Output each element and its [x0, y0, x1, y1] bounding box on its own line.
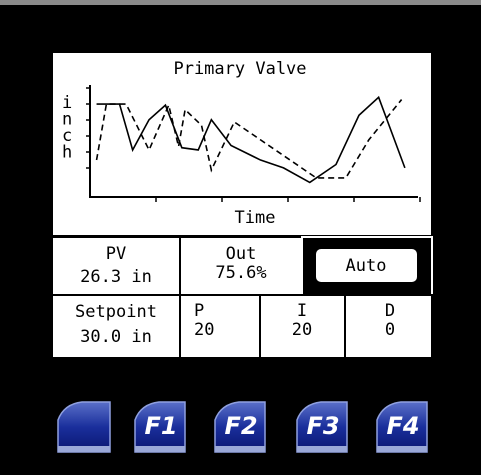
trend-line — [95, 99, 403, 179]
d-label: D — [385, 301, 395, 321]
d-value: 0 — [385, 320, 395, 340]
function-key[interactable]: F1 — [134, 401, 186, 453]
p-cell — [179, 294, 261, 359]
p-label: P — [194, 301, 204, 321]
out-label: Out — [226, 244, 257, 264]
function-keys: F1 F2 F3 F4 — [134, 401, 428, 453]
p-value: 20 — [194, 320, 214, 340]
out-value: 75.6% — [215, 263, 266, 283]
key-face — [296, 401, 348, 453]
i-value: 20 — [292, 320, 312, 340]
pv-label: PV — [106, 244, 126, 264]
setpoint-cell — [51, 294, 181, 359]
x-axis-label: Time — [235, 208, 276, 228]
key-label: F2 — [224, 412, 257, 440]
key-shine — [377, 446, 427, 452]
menu-key[interactable] — [57, 401, 111, 453]
i-cell — [259, 294, 346, 359]
mode-text: Auto — [346, 256, 387, 276]
function-key[interactable]: F2 — [214, 401, 266, 453]
key-face — [134, 401, 186, 453]
setpoint-value: 30.0 in — [80, 327, 152, 347]
mode-button[interactable] — [314, 247, 419, 284]
key-face — [214, 401, 266, 453]
key-label: F3 — [306, 412, 339, 440]
pv-value: 26.3 in — [80, 267, 152, 287]
function-key[interactable]: F3 — [296, 401, 348, 453]
pv-cell — [51, 236, 181, 296]
top-edge — [0, 0, 481, 5]
key-shine — [135, 446, 185, 452]
plot — [86, 87, 421, 202]
chart-title: Primary Valve — [173, 59, 306, 79]
key-label: F4 — [386, 412, 419, 440]
key-shine — [297, 446, 347, 452]
i-label: I — [297, 301, 307, 321]
key-shine — [215, 446, 265, 452]
key-face — [376, 401, 428, 453]
d-cell — [344, 294, 433, 359]
trend-frame — [51, 51, 433, 237]
setpoint-label: Setpoint — [75, 302, 157, 322]
function-key[interactable]: F4 — [376, 401, 428, 453]
key-label: F1 — [144, 412, 177, 440]
